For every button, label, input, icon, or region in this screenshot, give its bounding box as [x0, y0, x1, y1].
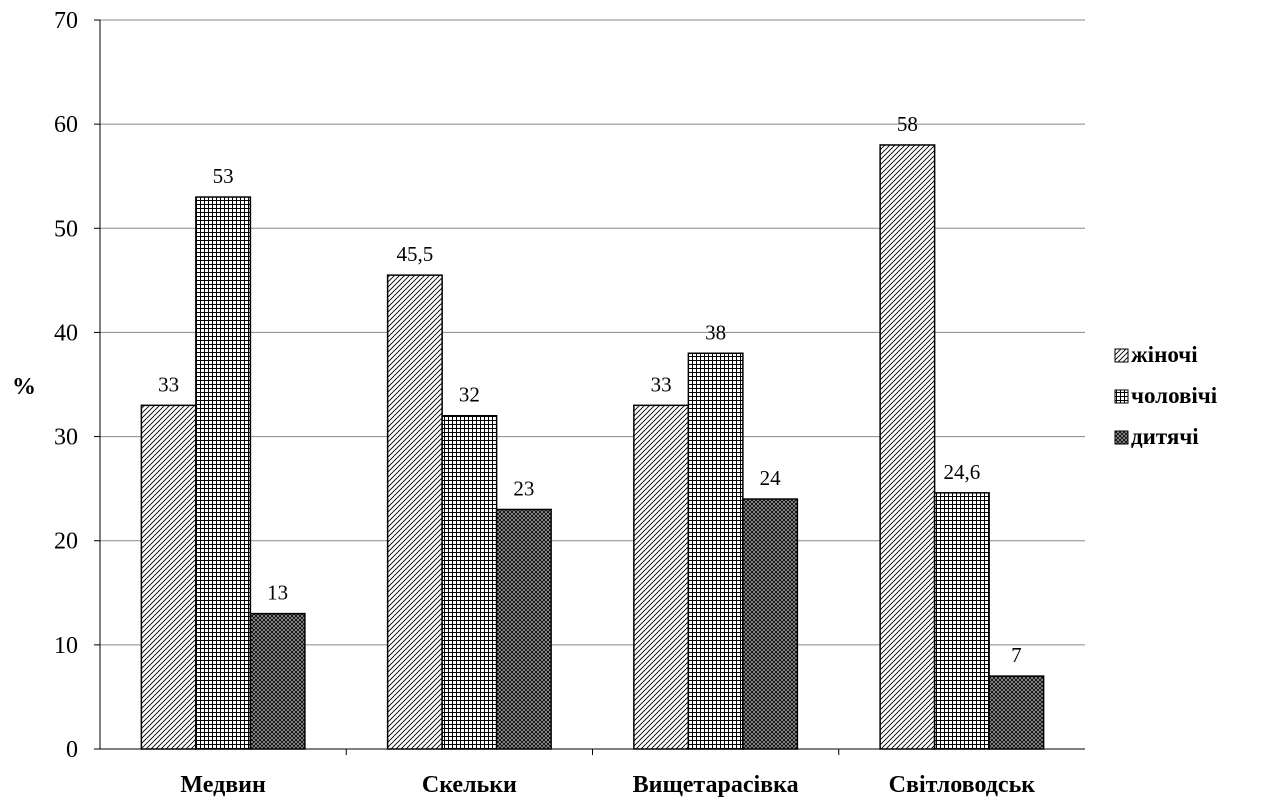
bar-1-3 — [633, 404, 690, 750]
legend-item: дитячі — [1114, 424, 1199, 449]
data-label: 32 — [459, 383, 480, 407]
y-tick-label: 20 — [54, 529, 78, 555]
x-category-label: Світловодськ — [889, 772, 1036, 798]
data-label: 53 — [213, 164, 234, 188]
bar-1-4 — [879, 144, 936, 750]
bar-2-4 — [933, 492, 990, 750]
data-label: 58 — [897, 112, 918, 136]
bar-3-3 — [742, 498, 799, 750]
data-label: 7 — [1011, 643, 1022, 667]
legend-item: жіночі — [1114, 342, 1198, 367]
bar-2-3 — [687, 352, 744, 750]
bar-2-1 — [195, 196, 252, 750]
data-label: 23 — [513, 476, 534, 500]
legend-swatch — [1114, 430, 1129, 445]
bar-3-1 — [249, 612, 306, 750]
y-tick-label: 0 — [66, 737, 78, 763]
bar-2-2 — [441, 414, 498, 750]
data-label: 24,6 — [944, 460, 981, 484]
data-labels: 33 53 13 45,5 32 23 33 38 24 58 24,6 7 — [158, 112, 1022, 667]
x-category-label: Медвин — [180, 772, 266, 798]
y-tick-label: 50 — [54, 216, 78, 242]
y-axis-ticks: 0 10 20 30 40 50 60 70 — [54, 8, 100, 763]
legend-swatch — [1114, 348, 1129, 363]
bar-3-4 — [988, 675, 1045, 750]
x-axis-categories: Медвин Скельки Вищетарасівка Світловодськ — [180, 749, 1035, 798]
bar-1-1 — [140, 404, 197, 750]
gridlines — [100, 19, 1085, 646]
data-label: 13 — [267, 581, 288, 605]
data-label: 33 — [158, 372, 179, 396]
data-label: 33 — [651, 372, 672, 396]
y-tick-label: 60 — [54, 112, 78, 138]
data-label: 45,5 — [397, 242, 434, 266]
legend-label: дитячі — [1131, 424, 1199, 449]
x-category-label: Вищетарасівка — [633, 772, 799, 798]
y-tick-label: 30 — [54, 425, 78, 451]
bar-3-2 — [495, 508, 552, 750]
legend-label: жіночі — [1131, 342, 1198, 367]
y-tick-label: 10 — [54, 633, 78, 659]
y-tick-label: 40 — [54, 320, 78, 346]
legend-label: чоловічі — [1131, 383, 1218, 408]
x-category-label: Скельки — [422, 772, 517, 798]
bars — [140, 144, 1045, 750]
legend: жіночі чоловічі дитячі — [1114, 342, 1218, 449]
y-axis-title: % — [12, 374, 36, 400]
y-tick-label: 70 — [54, 8, 78, 34]
data-label: 24 — [760, 466, 782, 490]
data-label: 38 — [705, 320, 726, 344]
legend-item: чоловічі — [1114, 383, 1218, 408]
bar-1-2 — [386, 274, 443, 750]
legend-swatch — [1114, 389, 1129, 404]
